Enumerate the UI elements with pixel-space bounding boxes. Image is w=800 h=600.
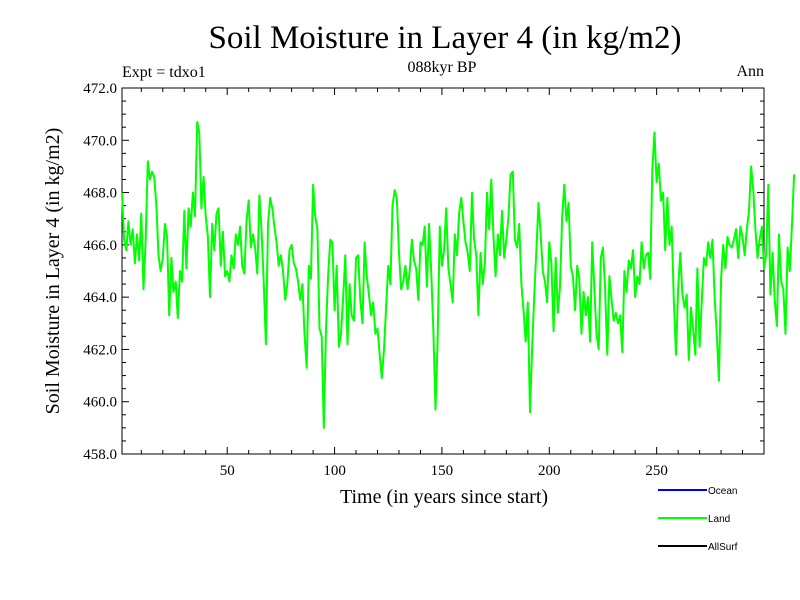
plot-frame — [121, 87, 765, 455]
y-axis-label: Soil Moisture in Layer 4 (in kg/m2) — [42, 128, 64, 415]
y-tick-label: 462.0 — [83, 342, 117, 358]
x-tick-label: 50 — [220, 463, 235, 479]
x-tick-label: 200 — [538, 463, 561, 479]
y-tick-label: 458.0 — [83, 447, 117, 463]
y-tick-label: 466.0 — [83, 238, 117, 254]
x-tick-label: 100 — [323, 463, 346, 479]
y-tick-label: 470.0 — [83, 133, 117, 149]
chart-subtitle: 088kyr BP — [408, 59, 477, 76]
experiment-label: Expt = tdxo1 — [122, 64, 206, 81]
season-label: Ann — [736, 63, 764, 80]
y-tick-label: 472.0 — [83, 81, 117, 97]
chart-title: Soil Moisture in Layer 4 (in kg/m2) — [209, 20, 682, 56]
x-axis: 50 100 150 200 250 — [140, 88, 765, 479]
y-tick-label: 464.0 — [83, 290, 117, 306]
series-line-land — [121, 121, 796, 429]
legend-label-allsurf: AllSurf — [708, 542, 738, 553]
legend: Ocean Land AllSurf — [658, 486, 738, 553]
y-axis: 458.0 460.0 462.0 464.0 466.0 468.0 470.0 472.0 — [83, 81, 764, 463]
y-tick-label: 460.0 — [83, 395, 117, 411]
y-tick-label: 468.0 — [83, 186, 117, 202]
x-tick-label: 250 — [645, 463, 668, 479]
legend-label-ocean: Ocean — [708, 486, 737, 497]
legend-label-land: Land — [708, 514, 730, 525]
x-axis-label: Time (in years since start) — [340, 486, 548, 508]
x-tick-label: 150 — [431, 463, 454, 479]
